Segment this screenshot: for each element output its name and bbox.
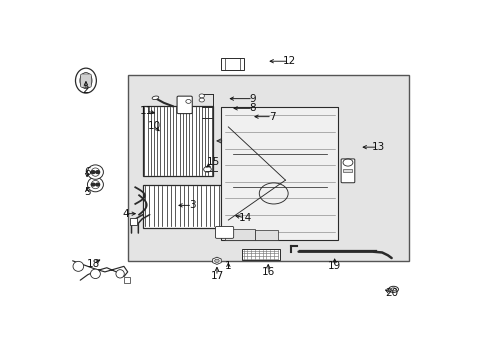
Circle shape xyxy=(96,183,99,186)
Text: 1: 1 xyxy=(225,261,232,271)
Bar xyxy=(343,169,352,172)
Text: 20: 20 xyxy=(385,288,398,298)
Ellipse shape xyxy=(73,261,84,271)
Circle shape xyxy=(91,183,95,186)
Bar xyxy=(242,249,280,260)
Circle shape xyxy=(186,99,191,103)
Text: 4: 4 xyxy=(122,209,129,219)
Ellipse shape xyxy=(91,168,99,176)
Text: 18: 18 xyxy=(87,258,100,269)
Ellipse shape xyxy=(91,269,100,279)
Text: 5: 5 xyxy=(84,186,90,197)
Ellipse shape xyxy=(116,270,124,278)
Bar xyxy=(128,75,409,261)
Ellipse shape xyxy=(87,177,103,192)
Circle shape xyxy=(91,171,95,174)
Text: 16: 16 xyxy=(262,267,275,277)
Circle shape xyxy=(199,94,204,98)
FancyBboxPatch shape xyxy=(81,74,91,87)
Bar xyxy=(220,58,244,69)
Text: 6: 6 xyxy=(84,167,90,177)
Text: 17: 17 xyxy=(210,271,223,281)
Circle shape xyxy=(215,259,219,262)
FancyBboxPatch shape xyxy=(216,226,234,238)
FancyBboxPatch shape xyxy=(341,159,355,183)
Bar xyxy=(143,185,220,228)
Bar xyxy=(143,105,213,176)
Ellipse shape xyxy=(75,68,97,93)
Bar xyxy=(220,107,339,240)
Circle shape xyxy=(204,167,211,172)
Bar xyxy=(129,218,137,225)
Text: 13: 13 xyxy=(372,142,385,152)
Text: 2: 2 xyxy=(83,85,89,95)
Text: 14: 14 xyxy=(239,213,252,223)
Text: 15: 15 xyxy=(206,157,220,167)
Ellipse shape xyxy=(91,180,99,189)
Ellipse shape xyxy=(87,165,103,179)
Text: 11: 11 xyxy=(140,106,153,116)
Circle shape xyxy=(199,98,204,102)
Ellipse shape xyxy=(389,286,398,292)
Text: 7: 7 xyxy=(269,112,275,122)
Ellipse shape xyxy=(152,96,159,100)
Bar xyxy=(124,277,129,283)
Text: 9: 9 xyxy=(250,94,256,104)
Circle shape xyxy=(96,171,99,174)
Bar xyxy=(224,229,255,240)
Bar xyxy=(255,230,278,240)
Text: 8: 8 xyxy=(250,103,256,113)
FancyBboxPatch shape xyxy=(177,96,192,114)
Ellipse shape xyxy=(80,73,92,89)
Text: 10: 10 xyxy=(147,121,161,131)
Text: 12: 12 xyxy=(282,56,296,66)
Polygon shape xyxy=(213,257,221,264)
Ellipse shape xyxy=(391,288,396,291)
Polygon shape xyxy=(220,107,339,118)
Text: 3: 3 xyxy=(189,201,196,210)
Text: 19: 19 xyxy=(328,261,342,271)
